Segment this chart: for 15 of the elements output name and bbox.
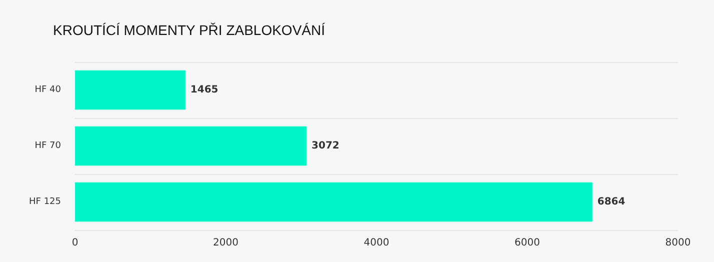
x-tick-label: 8000 — [665, 238, 691, 248]
x-tick-label: 4000 — [364, 238, 390, 248]
bar — [75, 126, 307, 166]
data-label: 6864 — [597, 196, 626, 208]
y-tick-label: HF 70 — [34, 141, 62, 151]
chart-title: KROUTÍCÍ MOMENTY PŘI ZABLOKOVÁNÍ — [53, 22, 326, 38]
y-tick-label: HF 40 — [34, 85, 62, 95]
x-tick-label: 0 — [72, 238, 78, 248]
data-label: 1465 — [190, 84, 218, 96]
bar — [75, 182, 592, 222]
data-label: 3072 — [312, 140, 340, 152]
y-tick-label: HF 125 — [29, 197, 61, 207]
x-tick-label: 2000 — [213, 238, 238, 248]
x-tick-label: 6000 — [514, 238, 540, 248]
bar — [75, 70, 186, 110]
